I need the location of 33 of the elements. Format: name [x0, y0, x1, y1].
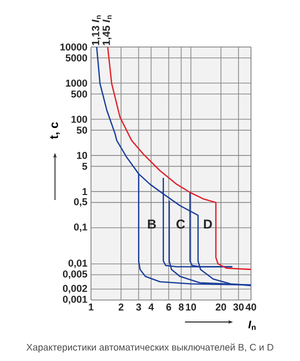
- y-tick-label: 0,01: [68, 260, 88, 268]
- x-tick-label: 30: [233, 304, 244, 311]
- x-tick-label: 2: [118, 304, 124, 310]
- y-tick-label: 0,002: [62, 284, 88, 294]
- annotation: 1,45 I$_{n}$: [102, 15, 112, 46]
- y-axis-title: t, c: [50, 122, 60, 139]
- text: Характеристики автоматических выключателей B, C и D: [26, 344, 274, 352]
- y-tick-label: 0,005: [62, 270, 88, 279]
- x-tick-label: 8: [178, 304, 184, 311]
- annotation: D: [204, 220, 212, 229]
- x-tick-label: 1: [88, 304, 94, 310]
- y-tick-label: 500: [71, 90, 88, 98]
- y-tick-label: 100: [71, 116, 88, 123]
- x-tick-label: 10: [186, 304, 196, 311]
- y-tick-label: 10000: [60, 43, 88, 51]
- y-tick-label: 50: [76, 126, 88, 134]
- x-tick-label: 20: [216, 304, 226, 311]
- y-tick-label: 5000: [66, 54, 88, 62]
- x-tick-label: 3: [136, 304, 142, 311]
- y-tick-label: 5: [82, 162, 88, 170]
- annotation: C: [176, 220, 185, 229]
- x-tick-label: 40: [246, 304, 256, 311]
- x-tick-label: 6: [166, 304, 172, 311]
- y-tick-label: 0,001: [62, 296, 88, 304]
- y-tick-label: 1000: [66, 80, 88, 87]
- x-tick-label: 4: [148, 304, 154, 310]
- y-tick-label: 0,1: [74, 223, 88, 232]
- y-tick-label: 10: [77, 152, 88, 159]
- x-axis-title: I$_{n}$: [248, 320, 256, 330]
- y-tick-label: 0,5: [74, 198, 88, 207]
- annotation: 1,13 I$_{n}$: [92, 15, 101, 46]
- annotation: B: [148, 220, 156, 229]
- y-tick-label: 1: [82, 188, 88, 195]
